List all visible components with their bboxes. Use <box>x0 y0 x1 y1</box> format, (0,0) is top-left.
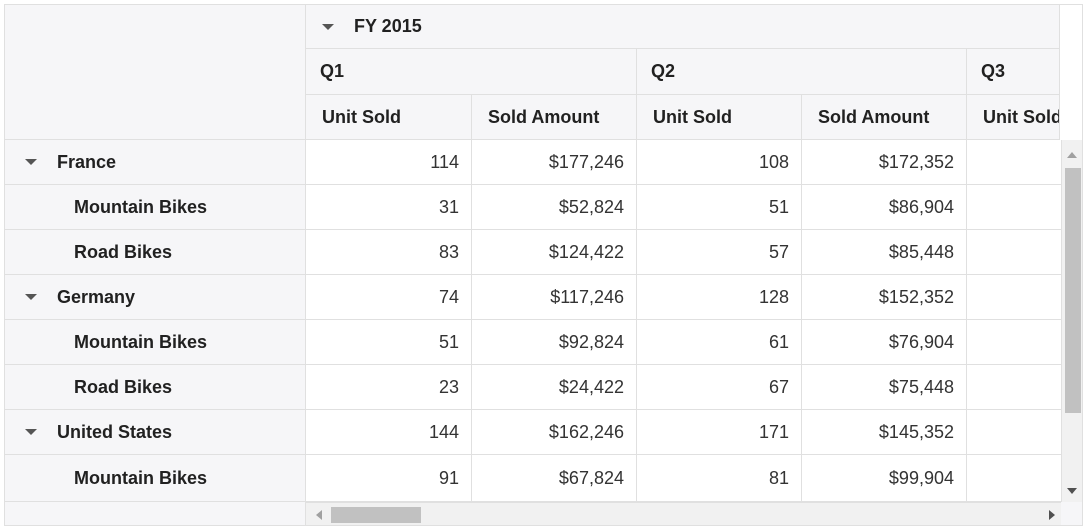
value-cell[interactable]: 144 <box>306 410 472 455</box>
measure-label: Sold Amount <box>818 106 930 127</box>
measure-label: Unit Sold <box>983 106 1060 127</box>
value-cell[interactable]: $162,246 <box>472 410 637 455</box>
value-cell[interactable]: $24,422 <box>472 365 637 410</box>
row-header-united-states[interactable]: United States <box>5 410 306 455</box>
value-cell[interactable] <box>967 410 1061 455</box>
value-cell[interactable]: $152,352 <box>802 275 967 320</box>
value-cell[interactable] <box>967 140 1061 185</box>
measure-label: Unit Sold <box>653 106 732 127</box>
value-cell[interactable]: $86,904 <box>802 185 967 230</box>
collapse-caret-icon[interactable] <box>25 159 37 165</box>
column-header-q2[interactable]: Q2 <box>637 49 967 95</box>
value-cell[interactable]: $92,824 <box>472 320 637 365</box>
value-cell[interactable]: $145,352 <box>802 410 967 455</box>
value-cell[interactable]: $85,448 <box>802 230 967 275</box>
column-header-q3[interactable]: Q3 <box>967 49 1060 95</box>
value-cell[interactable] <box>967 275 1061 320</box>
collapse-caret-icon[interactable] <box>25 429 37 435</box>
scrollbar-corner <box>1061 502 1082 525</box>
value-cell[interactable]: 74 <box>306 275 472 320</box>
value-cell[interactable]: 67 <box>637 365 802 410</box>
value-cell[interactable]: 83 <box>306 230 472 275</box>
value-cell[interactable]: 23 <box>306 365 472 410</box>
row-label: United States <box>57 421 173 442</box>
pivot-grid: FY 2015 Q1 Q2 Q3 Unit Sold Sold Amount U… <box>4 4 1083 526</box>
collapse-caret-icon[interactable] <box>322 23 334 30</box>
value-cell[interactable]: 128 <box>637 275 802 320</box>
grid-corner <box>5 5 306 140</box>
column-header-sold-amount-q2[interactable]: Sold Amount <box>802 95 967 140</box>
value-cell[interactable]: $124,422 <box>472 230 637 275</box>
value-cell[interactable]: 31 <box>306 185 472 230</box>
value-cell[interactable]: 51 <box>637 185 802 230</box>
value-cell[interactable]: $52,824 <box>472 185 637 230</box>
column-header-unit-sold-q1[interactable]: Unit Sold <box>306 95 472 140</box>
value-cell[interactable]: $99,904 <box>802 455 967 502</box>
row-label: Mountain Bikes <box>74 467 208 488</box>
collapse-caret-icon[interactable] <box>25 294 37 300</box>
value-cell[interactable]: 171 <box>637 410 802 455</box>
scroll-up-arrow-icon[interactable] <box>1067 152 1077 158</box>
horizontal-scrollbar[interactable] <box>306 502 1061 525</box>
value-cell[interactable]: $172,352 <box>802 140 967 185</box>
value-cell[interactable]: 81 <box>637 455 802 502</box>
quarter-label: Q3 <box>981 61 1006 81</box>
scroll-right-arrow-icon[interactable] <box>1049 510 1055 520</box>
value-cell[interactable]: 61 <box>637 320 802 365</box>
row-header-footer <box>5 502 306 525</box>
value-cell[interactable] <box>967 230 1061 275</box>
scroll-down-arrow-icon[interactable] <box>1067 488 1077 494</box>
row-header-mountain-bikes[interactable]: Mountain Bikes <box>5 320 306 365</box>
value-cell[interactable]: $117,246 <box>472 275 637 320</box>
row-header-road-bikes[interactable]: Road Bikes <box>5 365 306 410</box>
quarter-label: Q1 <box>320 61 345 81</box>
value-cell[interactable] <box>967 185 1061 230</box>
value-cell[interactable]: 114 <box>306 140 472 185</box>
value-cell[interactable]: $67,824 <box>472 455 637 502</box>
horizontal-scroll-thumb[interactable] <box>331 507 421 523</box>
vertical-scroll-thumb[interactable] <box>1065 168 1081 413</box>
column-header-unit-sold-q2[interactable]: Unit Sold <box>637 95 802 140</box>
measure-label: Sold Amount <box>488 106 600 127</box>
value-cell[interactable]: $76,904 <box>802 320 967 365</box>
row-label: Mountain Bikes <box>74 196 208 217</box>
row-header-mountain-bikes[interactable]: Mountain Bikes <box>5 185 306 230</box>
row-header-germany[interactable]: Germany <box>5 275 306 320</box>
scroll-left-arrow-icon[interactable] <box>316 510 322 520</box>
year-label: FY 2015 <box>354 16 422 36</box>
value-cell[interactable] <box>967 455 1061 502</box>
column-header-unit-sold-q3[interactable]: Unit Sold <box>967 95 1060 140</box>
row-header-mountain-bikes[interactable]: Mountain Bikes <box>5 455 306 502</box>
column-header-q1[interactable]: Q1 <box>306 49 637 95</box>
value-cell[interactable]: $177,246 <box>472 140 637 185</box>
value-cell[interactable]: 51 <box>306 320 472 365</box>
column-header-year[interactable]: FY 2015 <box>306 5 1060 49</box>
value-cell[interactable]: 108 <box>637 140 802 185</box>
row-header-france[interactable]: France <box>5 140 306 185</box>
row-header-road-bikes[interactable]: Road Bikes <box>5 230 306 275</box>
quarter-label: Q2 <box>651 61 676 81</box>
row-label: Road Bikes <box>74 241 173 262</box>
measure-label: Unit Sold <box>322 106 401 127</box>
value-cell[interactable] <box>967 365 1061 410</box>
value-cell[interactable]: 91 <box>306 455 472 502</box>
column-header-sold-amount-q1[interactable]: Sold Amount <box>472 95 637 140</box>
vertical-scrollbar[interactable] <box>1061 140 1082 502</box>
row-label: France <box>57 151 117 172</box>
row-label: Road Bikes <box>74 376 173 397</box>
row-label: Mountain Bikes <box>74 331 208 352</box>
value-cell[interactable]: 57 <box>637 230 802 275</box>
value-cell[interactable] <box>967 320 1061 365</box>
value-cell[interactable]: $75,448 <box>802 365 967 410</box>
row-label: Germany <box>57 286 136 307</box>
